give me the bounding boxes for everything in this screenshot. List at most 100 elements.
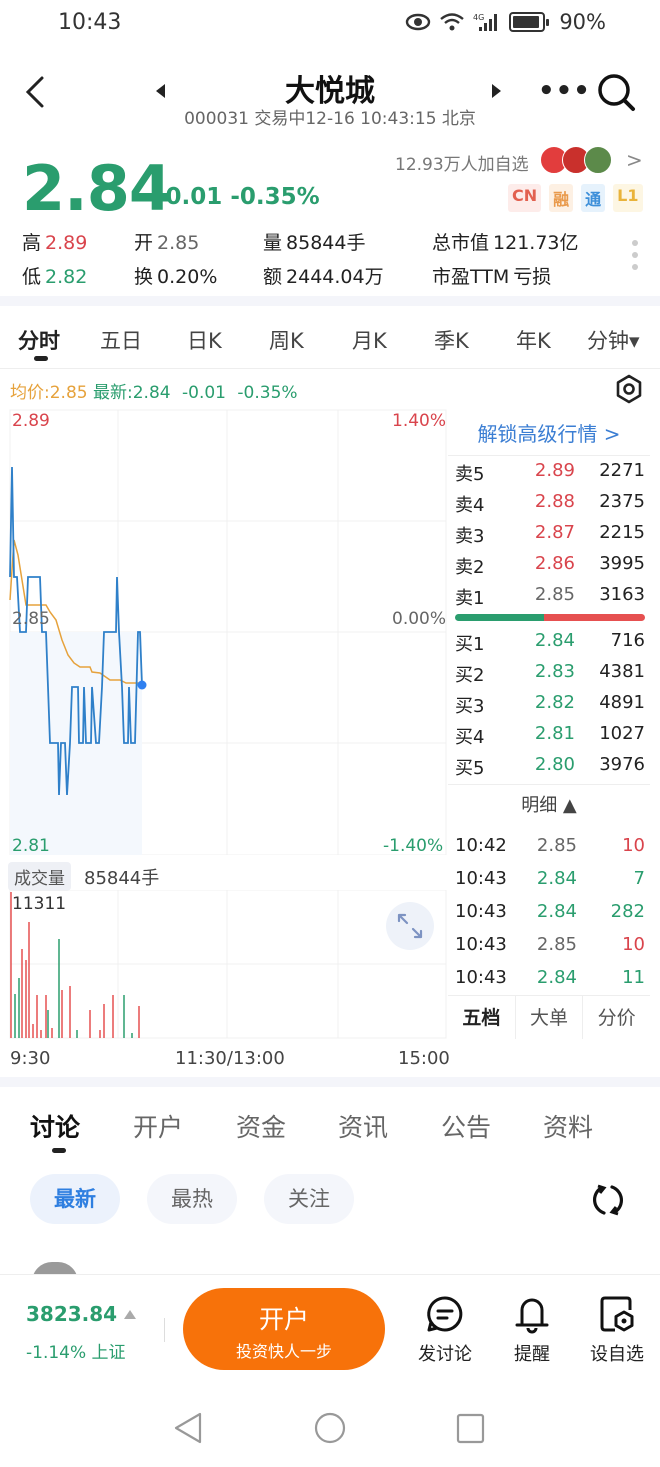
expand-chart-icon[interactable] <box>386 902 434 950</box>
badge-cn: CN <box>508 184 542 212</box>
pct-axis-mid: 0.00% <box>392 609 447 629</box>
tab-five-levels[interactable]: 五档 <box>448 996 516 1039</box>
search-icon[interactable] <box>596 72 636 112</box>
more-stats-icon[interactable] <box>632 240 638 270</box>
filter-following[interactable]: 关注 <box>264 1174 354 1224</box>
index-up-icon <box>124 1310 136 1319</box>
bid-row: 买3 2.82 4891 <box>455 692 645 717</box>
watchlist-icon <box>600 1296 634 1332</box>
back-icon[interactable] <box>22 74 50 110</box>
refresh-icon[interactable] <box>588 1180 628 1220</box>
volume-label: 成交量 <box>8 862 71 891</box>
index-value[interactable]: 3823.84 <box>26 1302 118 1326</box>
price-change: -0.01 -0.35% <box>156 184 320 210</box>
filter-latest[interactable]: 最新 <box>30 1174 120 1224</box>
nav-back-icon <box>174 1412 202 1444</box>
tab-indicator <box>34 356 48 361</box>
stat-amount: 额 2444.04万 <box>263 266 384 288</box>
bid-row: 买1 2.84 716 <box>455 630 645 655</box>
watcher-avatars[interactable] <box>540 146 612 174</box>
ask-row: 卖1 2.85 3163 <box>455 584 645 609</box>
detail-toggle[interactable]: 明细 ▲ <box>448 784 650 816</box>
stat-high: 高 2.89 <box>22 232 88 254</box>
bid-row: 买4 2.81 1027 <box>455 723 645 748</box>
tab-open-account[interactable]: 开户 <box>133 1113 184 1142</box>
time-axis-end: 15:00 <box>398 1048 450 1069</box>
tick-row: 10:43 2.84 11 <box>455 967 645 988</box>
tab-yearly-k[interactable]: 年K <box>516 329 551 353</box>
tab-daily-k[interactable]: 日K <box>187 329 222 353</box>
next-stock-icon[interactable] <box>492 84 501 98</box>
alert-button[interactable]: 提醒 <box>497 1294 567 1366</box>
ask-row: 卖3 2.87 2215 <box>455 522 645 547</box>
ask-row: 卖4 2.88 2375 <box>455 491 645 516</box>
bell-icon <box>515 1298 549 1334</box>
volume-max: 11311 <box>12 894 67 914</box>
tick-row: 10:42 2.85 10 <box>455 835 645 856</box>
tab-news[interactable]: 资讯 <box>338 1113 389 1142</box>
chart-settings-icon[interactable] <box>614 374 644 404</box>
signal-icon: 4G <box>473 13 498 31</box>
prev-stock-icon[interactable] <box>156 84 165 98</box>
open-account-button[interactable]: 开户 投资快人一步 <box>183 1288 385 1370</box>
volume-value: 85844手 <box>84 868 160 889</box>
price-axis-mid: 2.85 <box>12 609 50 629</box>
tab-funds[interactable]: 资金 <box>236 1113 287 1142</box>
time-axis-start: 9:30 <box>10 1048 51 1069</box>
section-divider <box>0 296 660 306</box>
bid-row: 买5 2.80 3976 <box>455 754 645 779</box>
watchers-count[interactable]: 12.93万人加自选 <box>395 155 529 175</box>
ask-row: 卖5 2.89 2271 <box>455 460 645 485</box>
stat-market-cap: 总市值 121.73亿 <box>432 232 579 254</box>
tab-announcements[interactable]: 公告 <box>441 1113 492 1142</box>
filter-hottest[interactable]: 最热 <box>147 1174 237 1224</box>
stock-badges: CN 融 通 L1 <box>508 184 643 212</box>
tick-row: 10:43 2.84 282 <box>455 901 645 922</box>
tab-quarterly-k[interactable]: 季K <box>434 329 469 353</box>
ask-row: 卖2 2.86 3995 <box>455 553 645 578</box>
nav-home-icon <box>314 1412 346 1444</box>
chevron-right-icon[interactable]: > <box>626 148 643 172</box>
tab-intraday[interactable]: 分时 <box>18 329 60 353</box>
stat-volume: 量 85844手 <box>263 232 366 254</box>
volume-chart[interactable] <box>0 890 448 1040</box>
index-change[interactable]: -1.14% 上证 <box>26 1343 126 1363</box>
page-title: 大悦城 <box>285 74 375 109</box>
divider <box>164 1318 165 1342</box>
stat-open: 开 2.85 <box>134 232 200 254</box>
tab-large-orders[interactable]: 大单 <box>516 996 584 1039</box>
nav-recents-icon <box>456 1413 485 1444</box>
tab-price-distribution[interactable]: 分价 <box>597 1007 636 1029</box>
battery-icon <box>509 12 550 32</box>
add-watchlist-button[interactable]: 设自选 <box>582 1294 652 1366</box>
unlock-advanced-quotes-button[interactable]: 解锁高级行情 > <box>448 412 650 456</box>
badge-l1: L1 <box>613 184 643 212</box>
price-axis-bottom: 2.81 <box>12 836 50 856</box>
post-discussion-button[interactable]: 发讨论 <box>410 1294 480 1366</box>
tab-five-day[interactable]: 五日 <box>100 329 142 353</box>
bid-row: 买2 2.83 4381 <box>455 661 645 686</box>
tab-minute[interactable]: 分钟▾ <box>587 329 640 353</box>
battery-level: 90% <box>559 10 606 34</box>
status-time: 10:43 <box>58 10 122 35</box>
eye-icon <box>406 13 431 31</box>
stat-low: 低 2.82 <box>22 266 88 288</box>
tab-discussion[interactable]: 讨论 <box>30 1113 81 1142</box>
order-book-tabs: 五档 大单 分价 <box>448 995 650 1039</box>
time-axis-mid: 11:30/13:00 <box>175 1048 285 1069</box>
price-axis-top: 2.89 <box>12 411 50 431</box>
current-price: 2.84 <box>22 152 172 225</box>
tab-profile[interactable]: 资料 <box>543 1113 594 1142</box>
tab-monthly-k[interactable]: 月K <box>352 329 387 353</box>
badge-connect: 通 <box>581 184 606 212</box>
tab-weekly-k[interactable]: 周K <box>269 329 304 353</box>
tick-row: 10:43 2.84 7 <box>455 868 645 889</box>
wifi-icon <box>440 13 465 31</box>
more-icon[interactable]: ••• <box>538 76 591 106</box>
chart-info: 均价:2.85 最新:2.84 -0.01 -0.35% <box>10 383 298 403</box>
stat-pe: 市盈TTM 亏损 <box>432 266 552 288</box>
system-nav-bar <box>174 1412 485 1444</box>
svg-text:4G: 4G <box>473 13 484 22</box>
intraday-price-chart[interactable] <box>0 405 448 855</box>
pct-axis-top: 1.40% <box>392 411 447 431</box>
